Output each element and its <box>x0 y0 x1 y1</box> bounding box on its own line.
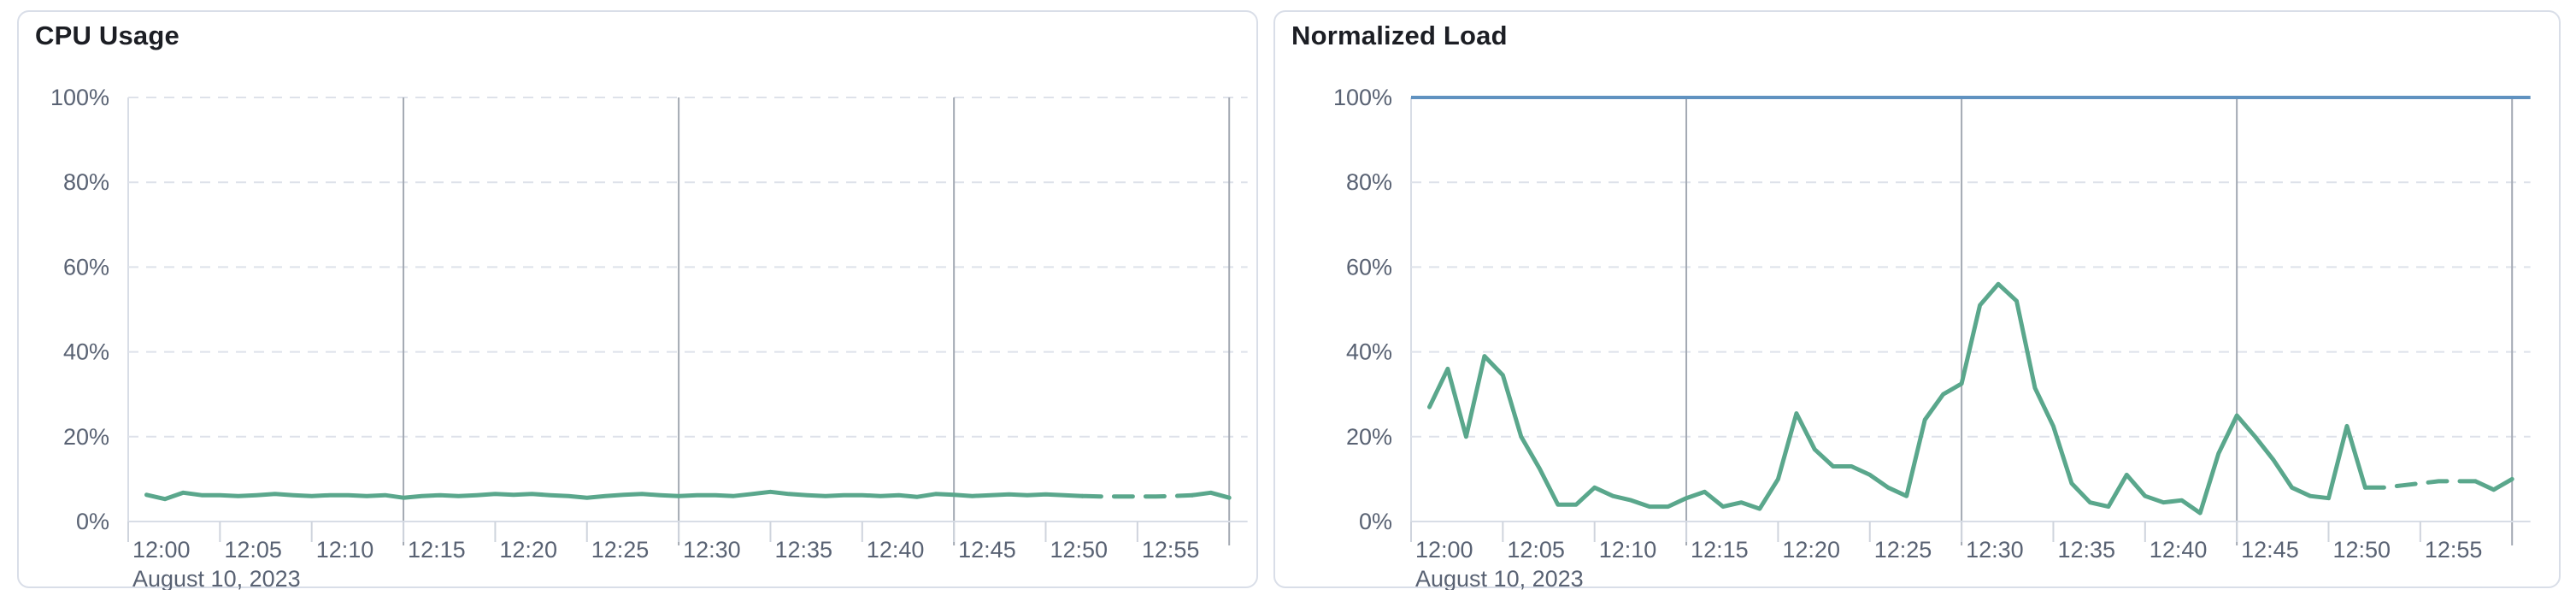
x-axis-tick-label: 12:05 <box>224 537 282 563</box>
y-axis-tick-label: 80% <box>63 169 109 195</box>
x-axis-tick-label: 12:25 <box>1874 537 1932 563</box>
chart-title: CPU Usage <box>35 21 179 50</box>
y-axis-tick-label: 40% <box>63 339 109 365</box>
x-axis-tick-label: 12:10 <box>316 537 374 563</box>
x-axis-tick-label: 12:35 <box>2057 537 2115 563</box>
x-axis-tick-label: 12:25 <box>591 537 650 563</box>
plot-area[interactable] <box>1411 97 2531 522</box>
cpu-usage-panel: CPU Usage 0% 20% 40% 60% 80% 100% 12:00 12:05 12… <box>17 10 1260 590</box>
x-axis-date-label: August 10, 2023 <box>1415 566 1584 590</box>
y-axis-tick-label: 100% <box>1333 85 1392 110</box>
x-axis-tick-label: 12:15 <box>1691 537 1749 563</box>
cpu-usage-chart[interactable]: 0% 20% 40% 60% 80% 100% 12:00 12:05 12:10 12:15 12… <box>19 12 1260 590</box>
x-axis-tick-label: 12:00 <box>1415 537 1473 563</box>
x-axis-tick-label: 12:45 <box>2241 537 2299 563</box>
chart-title: Normalized Load <box>1291 21 1508 50</box>
x-axis-tick-label: 12:30 <box>683 537 741 563</box>
x-axis-tick-label: 12:20 <box>1782 537 1840 563</box>
cpu-usage-line <box>144 489 1085 502</box>
normalized-load-line-dashed <box>2362 479 2478 490</box>
y-axis-tick-label: 40% <box>1346 339 1392 365</box>
x-axis-tick-label: 12:10 <box>1599 537 1657 563</box>
cpu-usage-line-dashed <box>1079 492 1195 499</box>
x-axis-tick-label: 12:50 <box>1050 537 1109 563</box>
plot-area[interactable] <box>128 97 1248 522</box>
normalized-load-chart[interactable]: 0% 20% 40% 60% 80% 100% 12:00 12:05 12:10 12:15 12… <box>1275 12 2562 590</box>
x-axis-tick-label: 12:05 <box>1507 537 1565 563</box>
x-axis-tick-label: 12:20 <box>499 537 557 563</box>
y-axis-tick-label: 60% <box>63 254 109 280</box>
x-axis-tick-label: 12:40 <box>867 537 925 563</box>
x-axis-tick-label: 12:50 <box>2333 537 2391 563</box>
y-axis-tick-label: 60% <box>1346 254 1392 280</box>
y-axis-tick-label: 100% <box>50 85 109 110</box>
x-axis-tick-label: 12:30 <box>1966 537 2024 563</box>
x-axis-date-label: August 10, 2023 <box>132 566 301 590</box>
x-axis-tick-label: 12:35 <box>774 537 832 563</box>
x-axis-tick-label: 12:55 <box>1142 537 1200 563</box>
normalized-load-line-end <box>2473 476 2514 492</box>
y-axis-tick-label: 0% <box>1359 509 1392 534</box>
normalized-load-panel: Normalized Load 0% 20% 40% 60% 80% 100% 12:00 1… <box>1273 10 2562 590</box>
normalized-load-line <box>1427 281 2367 516</box>
y-axis-tick-label: 20% <box>1346 424 1392 450</box>
y-axis-tick-label: 80% <box>1346 169 1392 195</box>
cpu-usage-line-end <box>1190 490 1232 500</box>
x-axis-tick-label: 12:15 <box>408 537 466 563</box>
x-axis-tick-label: 12:00 <box>132 537 191 563</box>
y-axis-tick-label: 0% <box>76 509 109 534</box>
y-axis-tick-label: 20% <box>63 424 109 450</box>
x-axis-tick-label: 12:55 <box>2425 537 2483 563</box>
x-axis-tick-label: 12:40 <box>2150 537 2208 563</box>
x-axis-tick-label: 12:45 <box>958 537 1016 563</box>
